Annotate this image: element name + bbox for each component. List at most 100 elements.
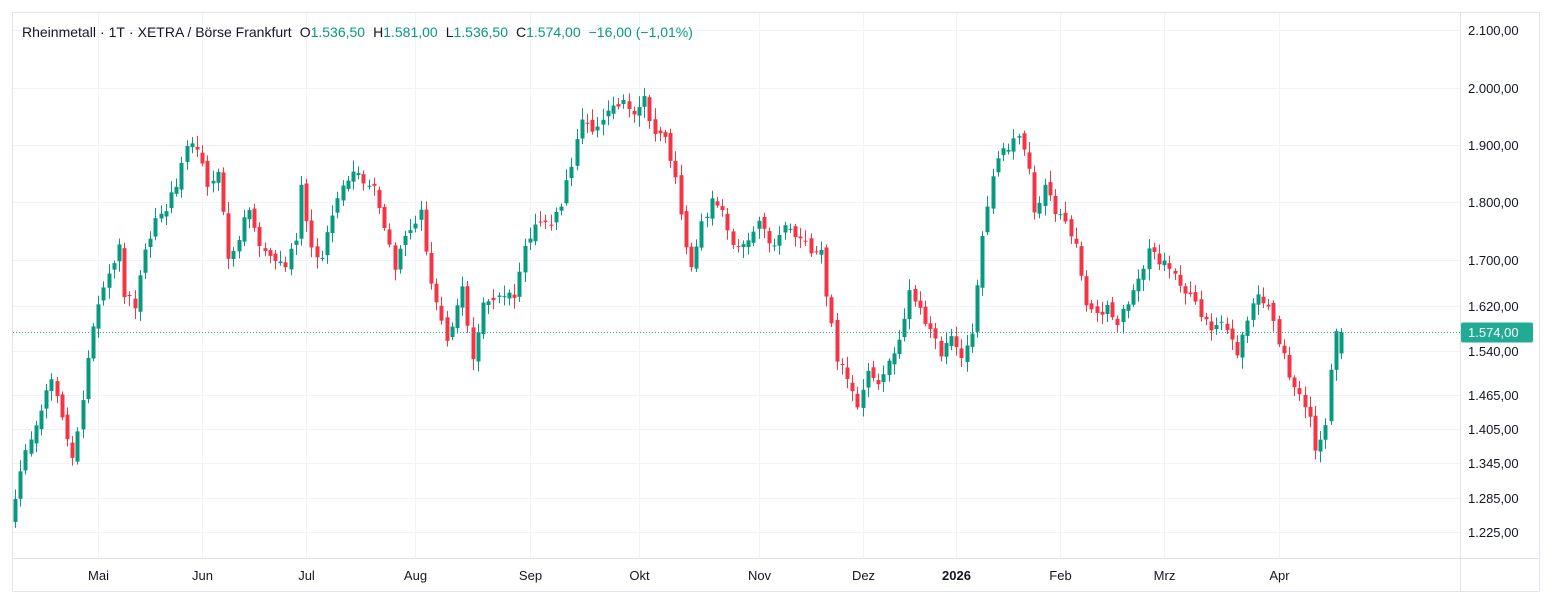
candle-body	[1032, 172, 1037, 213]
candle	[944, 331, 949, 365]
candle	[1173, 268, 1178, 280]
candle	[413, 215, 418, 233]
legend-interval[interactable]: 1T	[108, 24, 125, 40]
candle	[533, 213, 538, 246]
candle-body	[18, 471, 23, 499]
candle-body	[611, 105, 616, 114]
candle	[268, 247, 273, 264]
candle-body	[668, 133, 673, 161]
candle-body	[1251, 303, 1256, 320]
candle-body	[788, 228, 793, 230]
last-price-label: 1.574,00	[1468, 325, 1519, 340]
candle	[959, 339, 964, 367]
candle	[159, 205, 164, 223]
candle-body	[497, 295, 502, 297]
candle	[632, 106, 637, 123]
time-tick-label: Mai	[88, 568, 109, 583]
time-axis[interactable]: Mai Jun Jul Aug Sep Okt Nov Dez 2026 Feb Mrz Apr	[88, 568, 1290, 583]
price-tick-label: 1.700,00	[1468, 253, 1519, 268]
candle	[653, 108, 658, 142]
candle	[273, 249, 278, 270]
candle-body	[122, 248, 127, 298]
price-tick-label: 2.100,00	[1468, 23, 1519, 38]
candle	[382, 203, 387, 231]
candle	[96, 295, 101, 338]
candle	[923, 300, 928, 327]
candle-body	[1115, 318, 1120, 326]
candle	[684, 205, 689, 255]
candle	[517, 262, 522, 302]
candle	[263, 242, 268, 257]
candle	[928, 316, 933, 339]
candle	[387, 223, 392, 248]
candle	[13, 489, 18, 528]
price-axis[interactable]: 2.100,00 2.000,00 1.900,00 1.800,00 1.700,00…	[1468, 23, 1519, 540]
candle	[1193, 285, 1198, 305]
candle-body	[543, 220, 548, 222]
candle	[133, 290, 138, 320]
candle	[1100, 301, 1105, 325]
candle	[1323, 418, 1328, 449]
candle	[985, 196, 990, 236]
candle-body	[1266, 304, 1271, 307]
candle-body	[153, 218, 158, 237]
candle-body	[434, 283, 439, 303]
candle-body	[819, 249, 824, 255]
candle-body	[829, 297, 834, 324]
candle	[247, 207, 252, 229]
candle	[528, 227, 533, 250]
candle-body	[268, 250, 273, 256]
candle-body	[419, 209, 424, 220]
candle-body	[91, 326, 96, 359]
legend-symbol[interactable]: Rheinmetall	[22, 24, 96, 40]
candle-body	[824, 247, 829, 297]
candle	[491, 289, 496, 310]
candle-body	[1339, 331, 1344, 354]
candle	[231, 247, 236, 267]
candle-body	[1017, 136, 1022, 138]
candle	[595, 117, 600, 138]
candle-body	[257, 226, 262, 247]
candle	[1063, 201, 1068, 224]
candle-body	[502, 296, 507, 298]
candle-body	[1287, 354, 1292, 378]
candle-body	[939, 340, 944, 357]
candle-body	[1095, 306, 1100, 314]
candle-body	[580, 119, 585, 139]
candle	[803, 230, 808, 247]
candle-body	[86, 357, 91, 400]
candle-body	[1245, 320, 1250, 336]
candle-body	[465, 286, 470, 326]
candle-body	[1048, 182, 1053, 196]
candle	[1235, 335, 1240, 358]
candle-body	[112, 263, 117, 270]
candle-body	[1225, 323, 1230, 330]
candle	[673, 151, 678, 184]
candle-body	[1043, 184, 1048, 206]
candle	[647, 94, 652, 129]
candle	[1053, 189, 1058, 222]
candle	[679, 164, 684, 220]
candle-body	[933, 328, 938, 339]
grid-layer	[13, 13, 1460, 558]
candle	[741, 240, 746, 259]
candle-body	[881, 374, 886, 383]
candle	[242, 209, 247, 247]
candle-body	[809, 238, 814, 254]
candle-body	[673, 160, 678, 178]
candle	[1121, 305, 1126, 334]
candle	[1303, 386, 1308, 419]
candle	[112, 260, 117, 279]
candle-body	[65, 414, 70, 440]
candle	[1287, 347, 1292, 381]
candle-body	[1188, 292, 1193, 295]
legend-separator: ·	[99, 24, 105, 40]
candle-body	[533, 224, 538, 242]
candle-body	[996, 158, 1001, 173]
candle	[1152, 242, 1157, 260]
candle	[138, 269, 143, 321]
candle	[1329, 363, 1334, 425]
candle	[1089, 299, 1094, 313]
legend-change: −16,00 (−1,01%)	[588, 24, 693, 40]
